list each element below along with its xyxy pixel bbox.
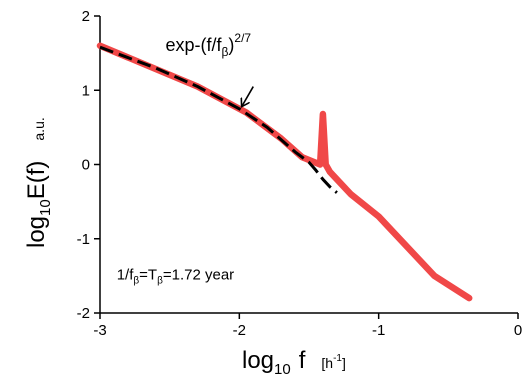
x-tick-label: 0 (514, 322, 522, 339)
annotation-arrow (242, 86, 254, 106)
y-tick-label: 2 (82, 8, 90, 25)
series-fit-dashed-line (99, 45, 338, 194)
y-axis-label: log10E(f)a.u. (23, 117, 54, 248)
y-tick-label: -1 (77, 231, 90, 248)
annotation-formula: exp-(f/fβ)2/7 (165, 31, 251, 59)
svg-text:log10E(f)a.u.: log10E(f)a.u. (23, 117, 54, 248)
y-tick-label: 0 (82, 157, 90, 174)
y-tick-label: -2 (77, 305, 90, 322)
y-ticks: -2 -1 0 1 2 (77, 8, 100, 322)
x-tick-label: -1 (372, 322, 385, 339)
x-tick-label: -2 (233, 322, 246, 339)
x-tick-label: -3 (93, 322, 106, 339)
x-ticks: -3 -2 -1 0 (93, 313, 522, 339)
series-measured-line (96, 42, 473, 302)
y-tick-label: 1 (82, 82, 90, 99)
x-axis-label: log10 f [h-1] (242, 347, 346, 378)
annotation-period: 1/fβ=Tβ=1.72 year (117, 267, 234, 287)
series-layer (96, 42, 473, 302)
